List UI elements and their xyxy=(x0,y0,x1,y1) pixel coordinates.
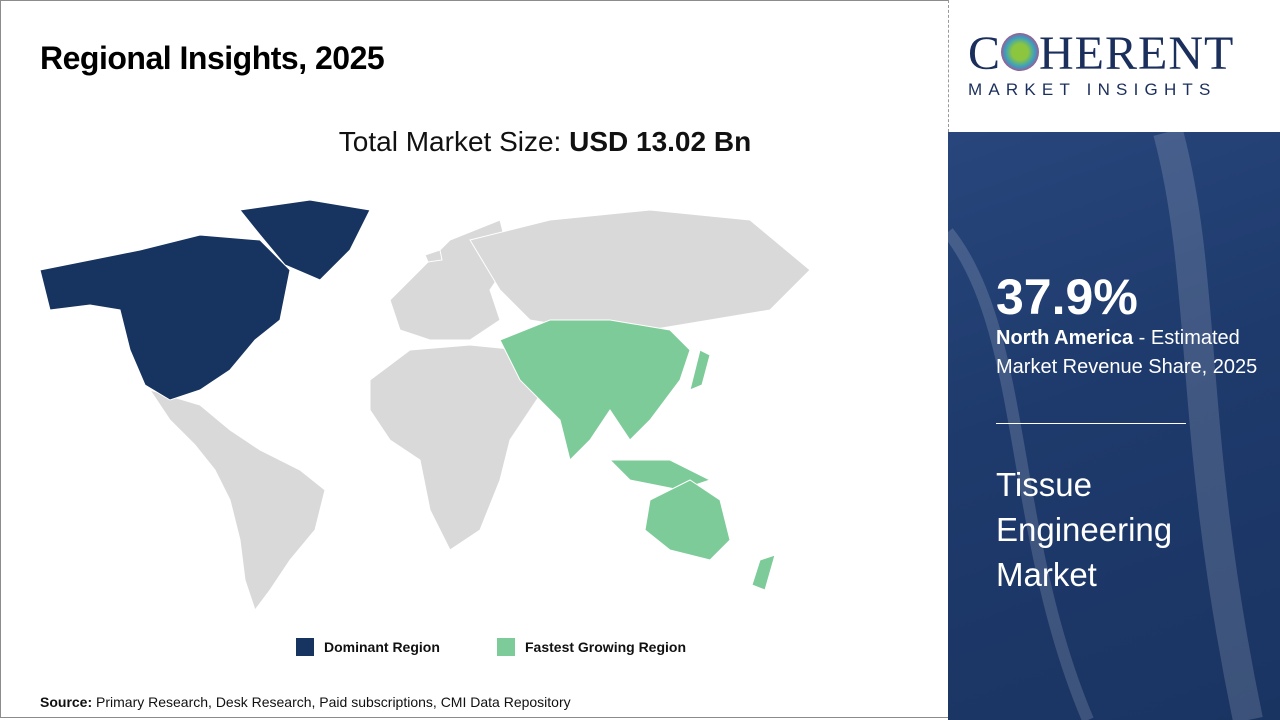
world-map xyxy=(39,199,811,612)
slide-frame xyxy=(0,0,948,718)
highlight-panel: 37.9% North America - Estimated Market R… xyxy=(948,132,1280,720)
market-name: Tissue Engineering Market xyxy=(996,466,1173,593)
legend-dominant: Dominant Region xyxy=(296,638,440,656)
region-greenland-iceland xyxy=(424,249,443,263)
panel-texture xyxy=(948,132,1263,720)
region-new-zealand xyxy=(751,554,776,591)
share-percent: 37.9% xyxy=(996,269,1138,325)
region-middle-east-africa xyxy=(369,344,551,551)
total-market-value: USD 13.02 Bn xyxy=(569,126,752,157)
region-russia xyxy=(469,209,811,331)
total-market-size: Total Market Size: USD 13.02 Bn xyxy=(338,126,752,157)
divider xyxy=(948,0,949,132)
legend-swatch-fastest xyxy=(497,638,515,656)
logo-subtitle: MARKET INSIGHTS xyxy=(968,80,1217,99)
region-north-america xyxy=(39,234,291,401)
logo: C HERENT MARKET INSIGHTS xyxy=(968,30,1263,100)
panel-divider xyxy=(996,423,1186,424)
source-note: Source: Primary Research, Desk Research,… xyxy=(40,694,571,710)
region-japan xyxy=(689,349,711,391)
region-greenland xyxy=(239,199,371,281)
region-latin-america xyxy=(148,389,326,612)
share-description: North America - Estimated Market Revenue… xyxy=(996,327,1258,378)
region-asia-pacific xyxy=(499,319,691,461)
legend-swatch-dominant xyxy=(296,638,314,656)
logo-wordmark: C HERENT xyxy=(968,27,1235,80)
page-title: Regional Insights, 2025 xyxy=(40,40,385,76)
region-australia xyxy=(644,479,731,561)
legend-fastest: Fastest Growing Region xyxy=(497,638,686,656)
